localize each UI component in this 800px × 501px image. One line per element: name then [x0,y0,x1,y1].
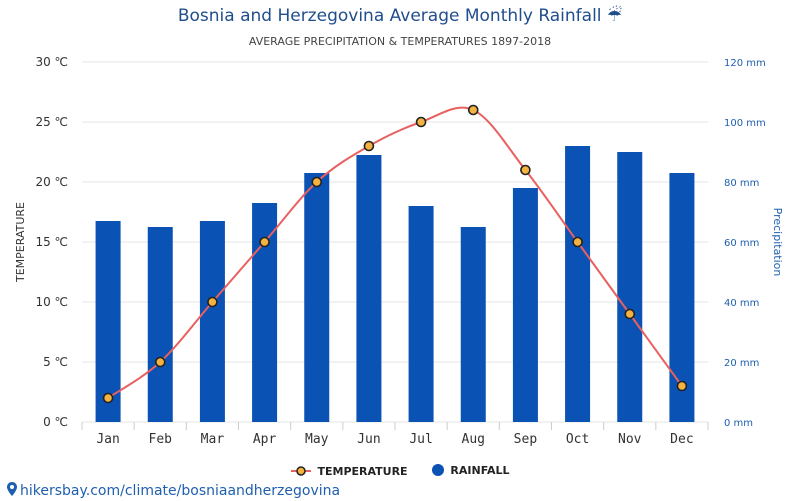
chart-title: Bosnia and Herzegovina Average Monthly R… [177,6,623,26]
y-axis-left-title: TEMPERATURE [14,202,27,283]
temperature-point [363,140,375,152]
location-pin-icon [6,481,18,501]
x-tick-label: Mar [201,432,225,447]
y-right-tick-label: 100 mm [724,118,766,129]
temperature-point [520,164,531,176]
temperature-point [467,104,479,116]
rainfall-bars [95,146,695,422]
y-left-tick-label: 30 ℃ [35,55,68,69]
y-left-tick-label: 0 ℃ [43,415,68,429]
y-right-tick-label: 60 mm [724,238,759,249]
y-axis-right-title: Precipitation [771,208,784,277]
x-tick-label: Jan [96,432,119,447]
axis-labels: 0 ℃ 0 mm 5 ℃ 20 mm 10 ℃ 40 mm 15 ℃ 60 mm 20 ℃ 80 … [35,55,765,447]
temperature-point [311,176,323,188]
source-link[interactable]: hikersbay.com/climate/bosniaandherzegovi… [6,481,340,501]
temperature-point [154,356,166,368]
y-right-tick-label: 80 mm [724,178,759,189]
x-tick-label: Jul [409,432,432,447]
legend-item-rainfall[interactable]: RAINFALL [431,463,510,477]
legend-rainfall-icon [432,464,445,476]
y-left-tick-label: 10 ℃ [35,295,68,309]
y-right-tick-label: 20 mm [724,358,759,369]
temperature-point [676,380,688,392]
x-tick-label: Apr [253,432,277,447]
rainfall-bar [669,173,695,422]
rainfall-bar [356,155,382,422]
temperature-markers [102,104,688,404]
x-tick-label: Oct [566,432,589,447]
temperature-point [102,392,114,404]
rainfall-bar [617,152,643,422]
y-right-tick-label: 0 mm [724,418,753,429]
x-tick-label: Feb [149,432,173,447]
rainfall-bar [408,206,434,422]
chart-legend: TEMPERATURE RAINFALL [0,463,800,480]
chart-subtitle: AVERAGE PRECIPITATION & TEMPERATURES 189… [248,35,552,48]
x-tick-label: Sep [514,432,538,447]
source-link-text: hikersbay.com/climate/bosniaandherzegovi… [20,483,341,499]
y-right-tick-label: 40 mm [724,298,759,309]
x-tick-label: Aug [462,432,485,447]
x-tick-label: Nov [618,432,642,447]
temperature-line [107,106,683,399]
y-left-tick-label: 25 ℃ [35,115,68,129]
y-right-tick-label: 120 mm [724,58,766,69]
y-left-tick-label: 15 ℃ [35,235,68,249]
temperature-point [572,236,583,248]
y-left-tick-label: 20 ℃ [35,175,68,189]
x-tick-label: Dec [670,432,693,447]
x-tick-label: May [305,432,329,447]
legend-rainfall-label: RAINFALL [450,463,510,477]
rainfall-bar [95,221,121,422]
x-tick-label: Jun [357,432,380,447]
rainfall-bar [460,227,486,422]
temperature-point [624,308,636,320]
rainfall-bar [304,173,330,422]
legend-temperature-label: TEMPERATURE [317,464,408,478]
temperature-point [207,296,218,308]
rainfall-bar [565,146,591,422]
rainfall-bar [147,227,173,422]
legend-temperature-icon [291,466,312,476]
rainfall-bar [199,221,225,422]
rainfall-bar [252,203,278,422]
temperature-point [415,116,427,128]
temperature-point [259,236,270,248]
temperature-line-layer [107,106,683,399]
grid-lines [81,61,709,430]
legend-item-temperature[interactable]: TEMPERATURE [290,464,408,478]
y-left-tick-label: 5 ℃ [43,355,68,369]
rainfall-bar [512,188,538,422]
